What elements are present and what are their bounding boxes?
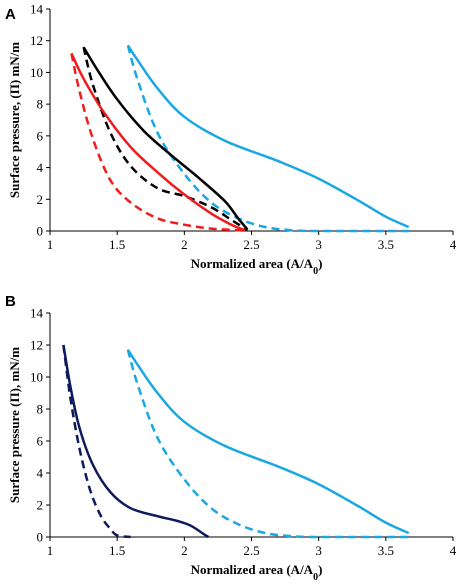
series-line-solid-4 [70, 52, 246, 232]
x-tick-label: 2.5 [243, 543, 259, 558]
y-tick-label: 8 [37, 97, 44, 112]
x-tick-label: 2 [181, 237, 188, 252]
y-tick-label: 4 [37, 160, 44, 175]
x-tick-label: 2 [181, 543, 188, 558]
x-tick-label: 1.5 [109, 543, 125, 558]
y-tick-label: 10 [30, 65, 43, 80]
y-tick-label: 6 [37, 128, 44, 143]
series-line-dashed-1 [126, 349, 409, 539]
x-tick-label: 3 [315, 237, 322, 252]
y-tick-label: 12 [30, 338, 43, 353]
y-tick-label: 8 [37, 402, 44, 417]
series-line-solid-2 [82, 46, 249, 231]
x-tick-label: 4 [450, 237, 457, 252]
x-tick-label: 3.5 [378, 237, 394, 252]
panel-letter: B [5, 293, 16, 310]
chart-panel-b: B 0 2 4 6 8 10 12 14 1 1.5 2 2.5 3 3.5 4 Normalized area… [5, 293, 457, 583]
y-tick-label: 6 [37, 434, 44, 449]
x-tick-label: 1 [47, 543, 54, 558]
y-tick-label: 10 [30, 370, 43, 385]
x-tick-label: 4 [450, 543, 457, 558]
x-tick-label: 1.5 [109, 237, 125, 252]
series-line-solid-0 [126, 44, 410, 229]
x-axis-label: Normalized area (A/A0) [191, 562, 323, 583]
y-tick-label: 0 [37, 224, 44, 239]
series-line-solid-2 [62, 344, 210, 539]
chart-panel-a: A 0 2 4 6 8 10 12 14 1 1.5 2 2.5 3 3.5 4 Normalized area… [5, 2, 457, 277]
x-axis-label: Normalized area (A/A0) [191, 256, 323, 277]
x-tick-label: 2.5 [243, 237, 259, 252]
x-tick-label: 1 [47, 237, 54, 252]
y-axis-label: Surface pressure (Π), mN/m [7, 347, 22, 503]
y-tick-label: 14 [30, 306, 44, 321]
series-line-dashed-1 [126, 45, 409, 233]
series-line-solid-0 [126, 349, 410, 535]
y-tick-label: 2 [37, 498, 44, 513]
y-tick-label: 0 [37, 530, 44, 545]
y-tick-label: 12 [30, 33, 43, 48]
panel-letter: A [5, 6, 16, 23]
y-tick-label: 4 [37, 466, 44, 481]
x-tick-label: 3.5 [378, 543, 394, 558]
series-line-dashed-5 [70, 53, 248, 233]
y-tick-label: 2 [37, 192, 44, 207]
x-tick-label: 3 [315, 543, 322, 558]
y-tick-label: 14 [30, 2, 44, 17]
series-line-dashed-3 [82, 46, 249, 232]
series-line-dashed-3 [62, 344, 131, 539]
y-axis-label: Surface pressure, (Π) mN/m [7, 42, 22, 198]
